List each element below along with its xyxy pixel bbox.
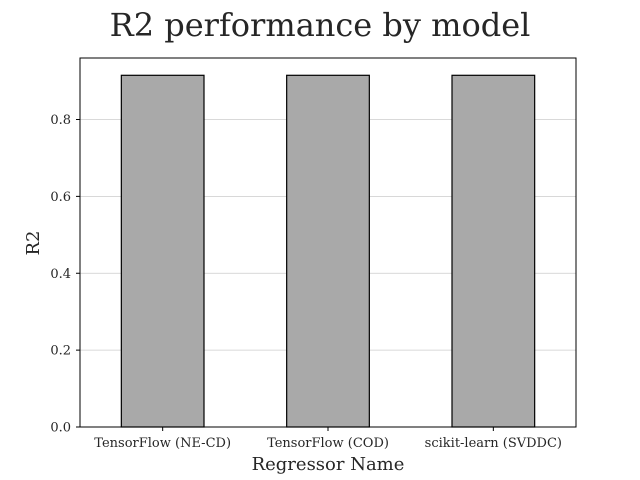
- y-axis-label: R2: [23, 230, 44, 255]
- bar-2: [451, 74, 536, 428]
- x-axis-ticks: TensorFlow (NE-CD) TensorFlow (COD) scikit…: [94, 427, 562, 451]
- bars: [120, 74, 536, 428]
- y-axis-ticks: 0.0 0.2 0.4 0.6 0.8: [50, 113, 80, 436]
- y-tick-label: 0.2: [50, 344, 71, 359]
- bar-0: [120, 74, 205, 428]
- y-tick-label: 0.4: [50, 267, 71, 282]
- y-tick-label: 0.8: [50, 113, 71, 128]
- chart-title: R2 performance by model: [110, 6, 531, 44]
- x-tick-label: TensorFlow (NE-CD): [94, 436, 231, 451]
- x-tick-label: TensorFlow (COD): [267, 436, 389, 451]
- x-axis-label: Regressor Name: [252, 454, 405, 475]
- y-tick-label: 0.0: [50, 421, 71, 436]
- x-tick-label: scikit-learn (SVDDC): [425, 436, 562, 451]
- y-tick-label: 0.6: [50, 190, 71, 205]
- bar-1: [286, 74, 370, 428]
